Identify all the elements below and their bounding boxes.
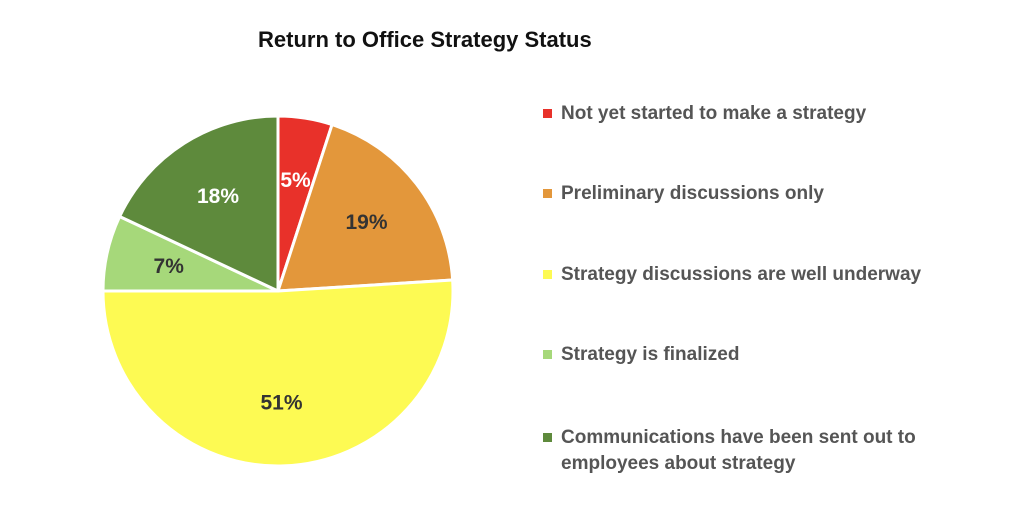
pie-slice-underway	[101, 278, 455, 468]
pie-value-label-underway: 51%	[261, 391, 303, 414]
legend-swatch	[543, 109, 552, 118]
legend-item-underway: Strategy discussions are well underway	[543, 262, 981, 288]
legend-item-preliminary: Preliminary discussions only	[543, 181, 981, 207]
pie-slice-preliminary	[276, 123, 455, 293]
pie-value-label-not-started: 5%	[280, 169, 311, 192]
legend-item-not-started: Not yet started to make a strategy	[543, 101, 981, 127]
legend-item-communications: Communications have been sent out to emp…	[543, 425, 981, 477]
pie-value-label-preliminary: 19%	[345, 211, 387, 234]
pie-value-label-finalized: 7%	[154, 255, 185, 278]
pie-value-label-communications: 18%	[197, 185, 239, 208]
pie-slices	[101, 114, 455, 468]
legend-label: Not yet started to make a strategy	[561, 103, 867, 124]
legend-label: Communications have been sent out to emp…	[561, 427, 916, 474]
legend-swatch	[543, 189, 552, 198]
chart-title: Return to Office Strategy Status	[258, 27, 592, 52]
legend-swatch	[543, 433, 552, 442]
pie-slice-communications	[118, 114, 280, 293]
legend-item-finalized: Strategy is finalized	[543, 342, 981, 368]
legend-label: Preliminary discussions only	[561, 183, 824, 204]
legend-swatch	[543, 350, 552, 359]
legend-label: Strategy is finalized	[561, 344, 740, 365]
legend-swatch	[543, 270, 552, 279]
pie-value-labels: 5% 19% 51% 7% 18%	[154, 169, 388, 415]
legend-label: Strategy discussions are well underway	[561, 264, 922, 285]
pie-chart: 5% 19% 51% 7% 18%	[101, 114, 455, 468]
